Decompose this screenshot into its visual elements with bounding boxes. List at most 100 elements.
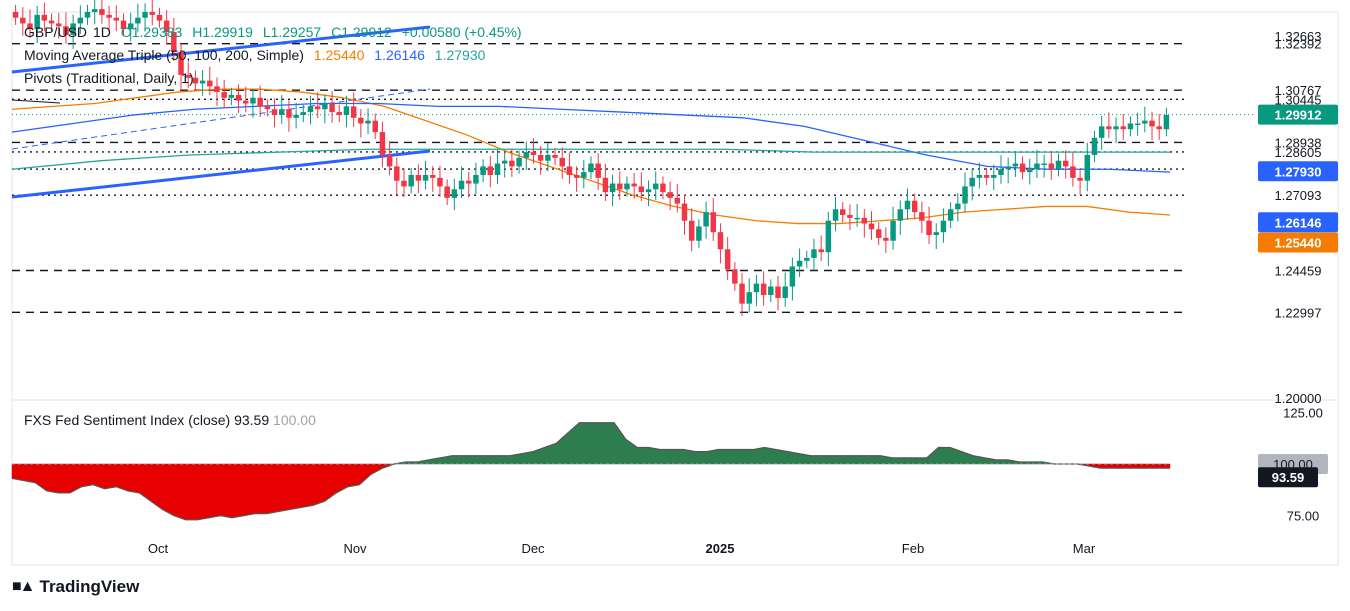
time-tick-label: 2025 [706, 541, 735, 556]
sentiment-segment [903, 457, 916, 465]
candle-body [955, 203, 961, 210]
sentiment-segment [729, 449, 742, 465]
legend-moving-average[interactable]: Moving Average Triple (50, 100, 200, Sim… [24, 47, 491, 63]
candle-body [688, 220, 695, 241]
price-tick-label: 1.32663 [1275, 29, 1322, 44]
tradingview-logo[interactable]: ■▲ TradingView [12, 577, 139, 597]
candle-body [919, 212, 925, 221]
candle-body [890, 220, 896, 241]
candle-body [811, 249, 817, 258]
candle-body [991, 174, 997, 178]
candle-body [286, 109, 292, 118]
candle-body [12, 12, 19, 18]
candle-body [1120, 126, 1126, 130]
open-value: O1.29383 [120, 24, 183, 40]
sentiment-segment [671, 449, 684, 465]
indicator-legend[interactable]: FXS Fed Sentiment Index (close) 93.59 10… [24, 412, 316, 428]
candle-body [501, 160, 508, 164]
candle-body [638, 186, 645, 193]
candle-body [156, 14, 163, 21]
candle-body [804, 257, 810, 261]
sentiment-segment [718, 449, 731, 465]
candle-body [1149, 120, 1155, 127]
candle-body [171, 32, 177, 53]
time-tick-label: Mar [1073, 541, 1096, 556]
sentiment-segment [810, 455, 823, 465]
candle-body [717, 232, 724, 250]
price-badge [1258, 104, 1338, 125]
sentiment-segment [891, 457, 904, 465]
candle-body [358, 117, 364, 124]
sentiment-segment [764, 447, 777, 465]
time-axis: Oct Nov Dec 2025 Feb Mar [148, 541, 1096, 556]
legend-pivots[interactable]: Pivots (Traditional, Daily, 1) [24, 70, 200, 86]
low-value: L1.29257 [262, 24, 322, 40]
candle-body [293, 114, 299, 118]
interval-label[interactable]: 1D [93, 24, 111, 40]
candle-body [386, 154, 393, 167]
sentiment-segment [278, 463, 291, 512]
sentiment-segment [162, 463, 175, 517]
candle-body [768, 286, 774, 296]
sentiment-segment [312, 463, 325, 506]
candle-body [1163, 114, 1170, 130]
candle-body [681, 203, 688, 221]
sentiment-segment [451, 455, 464, 465]
candles [12, 0, 1170, 316]
candle-body [178, 52, 184, 75]
sentiment-segment [266, 463, 279, 514]
sentiment-segment [104, 463, 117, 490]
candle-body [545, 154, 551, 161]
time-tick-label: Oct [148, 541, 169, 556]
sentiment-segment [208, 463, 221, 519]
candle-body [250, 97, 256, 104]
candle-body [1134, 123, 1141, 126]
candle-body [969, 177, 975, 187]
sentiment-segment [58, 463, 71, 494]
price-badge-label: 1.27930 [1275, 164, 1322, 179]
sentiment-segment [590, 422, 603, 465]
candle-body [41, 14, 48, 21]
sentiment-segment [868, 455, 881, 465]
indicator-value: 93.59 [234, 412, 270, 428]
candle-body [365, 120, 371, 124]
candle-body [703, 212, 709, 227]
candle-body [875, 229, 882, 238]
candle-body [336, 112, 342, 115]
price-badge-label: 1.26146 [1275, 215, 1322, 230]
candle-body [444, 186, 450, 198]
candle-body [782, 286, 788, 298]
sentiment-segment [1146, 463, 1159, 469]
candle-body [667, 192, 673, 198]
candle-body [868, 223, 875, 230]
sentiment-segment [127, 463, 140, 494]
candle-body [1106, 126, 1112, 130]
sentiment-segment [173, 463, 186, 521]
trendline-stub [11, 99, 61, 104]
ma200-value: 1.27930 [434, 47, 486, 63]
candle-body [696, 226, 702, 241]
sentiment-segment [996, 459, 1009, 465]
sentiment-segment [694, 451, 708, 465]
symbol-label[interactable]: GBP/USD [24, 24, 88, 40]
candle-body [322, 103, 328, 110]
candle-body [861, 217, 868, 224]
candle-body [494, 163, 501, 175]
sentiment-segment [1100, 463, 1113, 469]
candle-body [415, 174, 422, 181]
sentiment-segment [243, 463, 256, 516]
candle-body [1077, 177, 1083, 181]
candle-body [84, 12, 91, 18]
price-tick-label: 1.28605 [1275, 145, 1322, 160]
candle-body [904, 200, 911, 210]
candle-body [933, 232, 939, 236]
time-tick-label: Dec [521, 541, 545, 556]
candle-body [1098, 126, 1105, 138]
candle-body [278, 109, 285, 115]
candle-body [70, 23, 76, 35]
candle-body [652, 183, 659, 190]
sentiment-segment [914, 457, 928, 465]
candle-body [832, 209, 839, 221]
